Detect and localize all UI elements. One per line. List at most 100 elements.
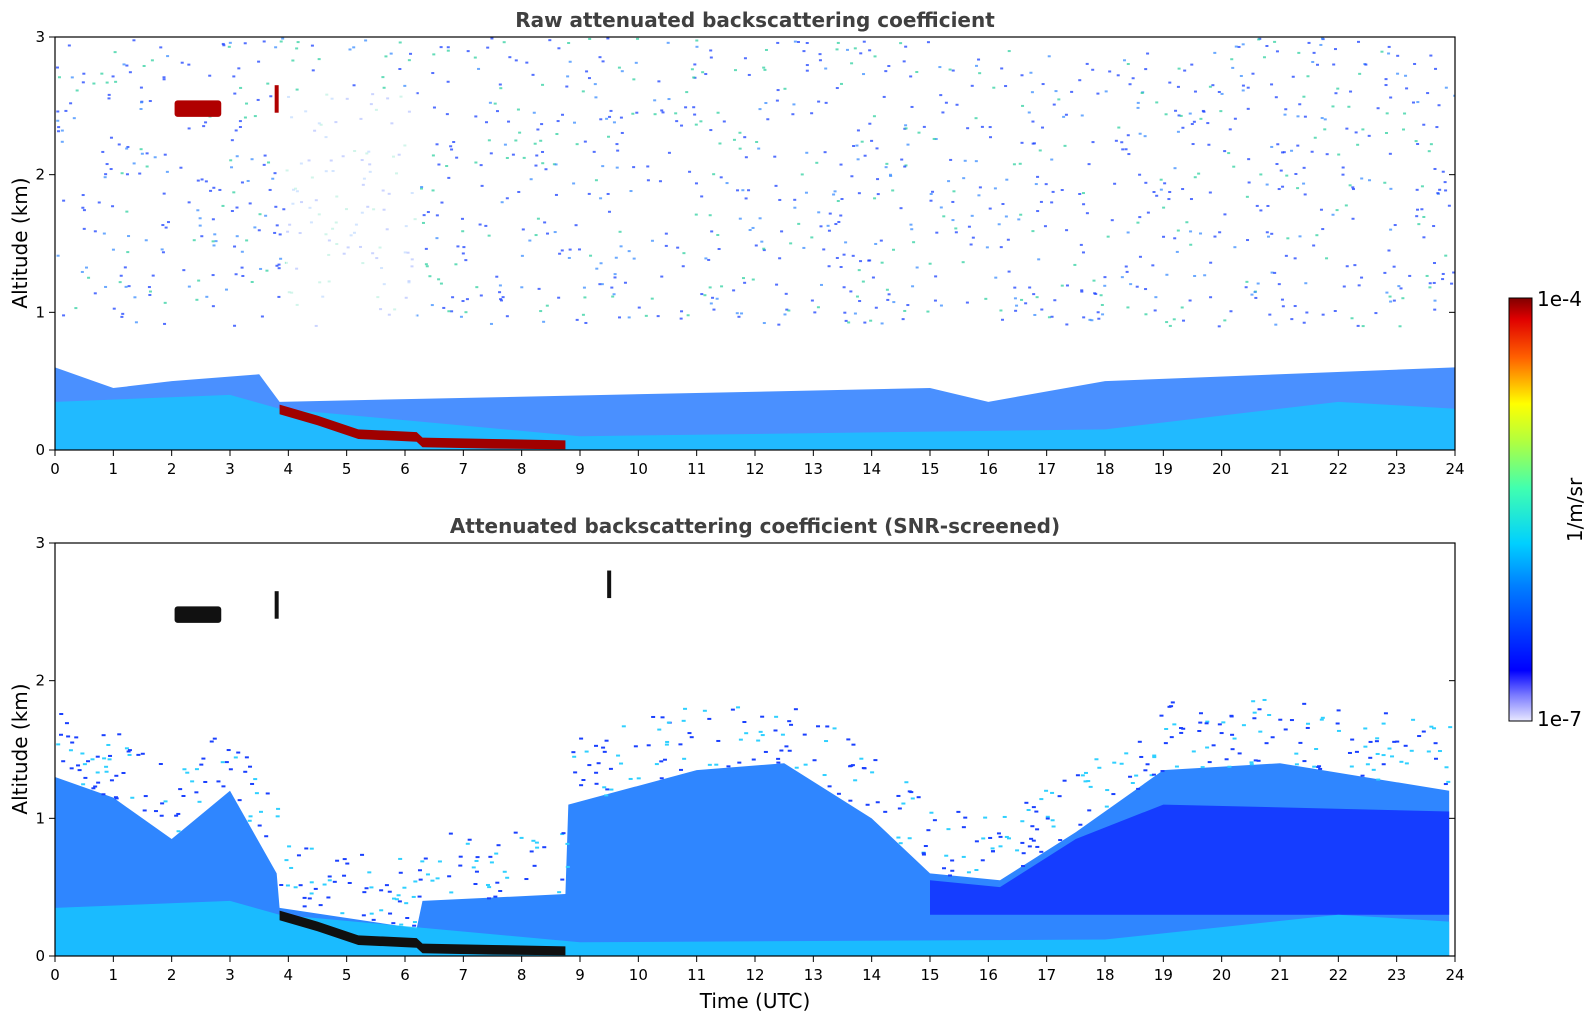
sparse-pixel [1164,727,1169,730]
noise-pixel [81,206,85,209]
noise-pixel [111,205,115,208]
noise-pixel [235,155,239,158]
noise-pixel [1125,270,1129,273]
noise-pixel [1411,101,1415,104]
noise-pixel [1293,305,1297,308]
sparse-pixel [896,794,901,797]
sparse-pixel [449,891,454,894]
noise-pixel [1319,43,1323,46]
noise-pixel [1047,55,1051,58]
noise-pixel [87,276,91,279]
sparse-pixel [659,760,664,763]
noise-pixel [1244,286,1248,289]
noise-pixel [498,83,502,86]
noise-pixel [1335,209,1339,212]
noise-pixel [928,262,932,265]
noise-pixel [1080,289,1084,292]
sparse-pixel [1044,789,1049,792]
sparse-pixel [1390,755,1395,758]
noise-pixel [84,266,88,269]
noise-pixel [1078,79,1082,82]
sparse-pixel [1258,730,1263,733]
noise-pixel [613,276,617,279]
noise-pixel [601,165,605,168]
sparse-pixel [1087,809,1092,812]
noise-pixel [1168,81,1172,84]
sparse-pixel [1169,736,1174,739]
noise-pixel [138,172,142,175]
noise-pixel [1389,300,1393,303]
sparse-pixel [726,765,731,768]
noise-pixel [464,311,468,314]
noise-pixel [627,250,631,253]
noise-pixel [871,276,875,279]
noise-pixel [1444,254,1448,257]
noise-pixel [573,121,577,124]
sparse-pixel [942,867,947,870]
noise-pixel [646,165,650,168]
noise-pixel [1092,279,1096,282]
noise-pixel [653,113,657,116]
noise-pixel [1219,110,1223,113]
noise-pixel [874,306,878,309]
sparse-pixel [1130,781,1135,784]
noise-pixel [900,158,904,161]
x-tick-label: 23 [1387,966,1406,984]
noise-pixel [777,323,781,326]
x-tick-label: 9 [575,966,585,984]
sparse-pixel [302,905,307,908]
noise-pixel [797,222,801,225]
sparse-pixel [789,723,794,726]
noise-pixel [398,41,402,44]
noise-pixel [778,257,782,260]
noise-pixel [120,172,124,175]
sparse-pixel [707,717,712,720]
sparse-pixel [901,802,906,805]
sparse-pixel [369,912,374,915]
noise-pixel [832,193,836,196]
sparse-pixel [114,797,119,800]
noise-pixel [442,306,446,309]
sparse-pixel [659,777,664,780]
noise-pixel [868,259,872,262]
sparse-pixel [1230,748,1235,751]
noise-pixel [1321,228,1325,231]
noise-pixel [709,302,713,305]
noise-pixel [758,217,762,220]
sparse-pixel [418,878,423,881]
noise-pixel [1320,37,1324,40]
noise-pixel [1031,142,1035,145]
noise-pixel [909,75,913,78]
noise-pixel [1437,104,1441,107]
noise-pixel [536,217,540,220]
noise-pixel [567,256,571,259]
noise-pixel [594,179,598,182]
noise-pixel [218,188,222,191]
sparse-pixel [1360,774,1365,777]
noise-pixel [764,102,768,105]
sparse-pixel [285,884,290,887]
sparse-pixel [1035,828,1040,831]
noise-pixel [805,42,809,45]
noise-pixel [1159,178,1163,181]
noise-pixel [1274,323,1278,326]
sparse-pixel [1375,737,1380,740]
noise-pixel [834,223,838,226]
sparse-pixel [707,763,712,766]
sparse-pixel [318,904,323,907]
noise-pixel [499,87,503,90]
sparse-pixel [371,918,376,921]
sparse-pixel [473,883,478,886]
noise-pixel [666,41,670,44]
noise-pixel [942,215,946,218]
noise-pixel [845,48,849,51]
noise-pixel [810,236,814,239]
noise-pixel [1306,75,1310,78]
sparse-pixel [651,715,656,718]
sparse-pixel [832,727,837,730]
noise-pixel [227,45,231,48]
noise-pixel [1193,176,1197,179]
noise-pixel [446,49,450,52]
noise-pixel [802,246,806,249]
noise-pixel [1396,72,1400,75]
